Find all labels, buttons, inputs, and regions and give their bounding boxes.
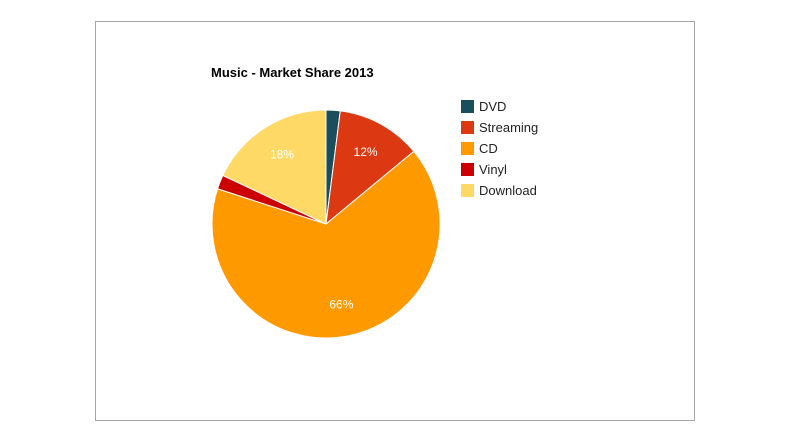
legend-swatch-dvd [461,100,474,113]
legend-label-vinyl[interactable]: Vinyl [479,162,507,177]
pie-chart: Music - Market Share 2013 12% 66% 18% DVD S… [211,65,538,339]
chart-title: Music - Market Share 2013 [211,65,374,80]
legend-swatch-vinyl [461,163,474,176]
slice-label-streaming: 12% [354,145,378,159]
legend-label-streaming[interactable]: Streaming [479,120,538,135]
legend-swatch-streaming [461,121,474,134]
slice-label-cd: 66% [329,298,353,312]
slice-labels: 12% 66% 18% [270,145,378,312]
slice-label-download: 18% [270,148,294,162]
pie-slice-download[interactable] [222,109,327,225]
legend-swatch-cd [461,142,474,155]
legend-label-download[interactable]: Download [479,183,537,198]
legend-label-dvd[interactable]: DVD [479,99,506,114]
legend: DVD Streaming CD Vinyl Download [461,99,538,198]
pie-slices [211,109,441,339]
chart-frame: Music - Market Share 2013 12% 66% 18% DVD S… [95,21,695,421]
legend-swatch-download [461,184,474,197]
pie-slice-cd[interactable] [211,150,441,339]
pie-slice-streaming[interactable] [325,110,415,226]
legend-label-cd[interactable]: CD [479,141,498,156]
